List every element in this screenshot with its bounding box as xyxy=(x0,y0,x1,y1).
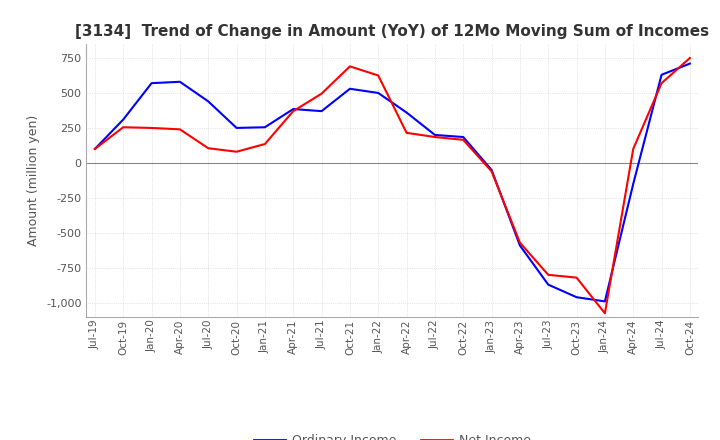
Net Income xyxy=(261,141,269,147)
Ordinary Income xyxy=(402,110,411,115)
Ordinary Income xyxy=(516,243,524,248)
Ordinary Income xyxy=(459,134,467,139)
Net Income xyxy=(346,64,354,69)
Ordinary Income xyxy=(572,294,581,300)
Net Income xyxy=(431,134,439,139)
Ordinary Income xyxy=(657,72,666,77)
Net Income xyxy=(176,127,184,132)
Ordinary Income xyxy=(204,99,212,104)
Ordinary Income xyxy=(374,90,382,95)
Ordinary Income xyxy=(600,299,609,304)
Net Income xyxy=(487,169,496,174)
Y-axis label: Amount (million yen): Amount (million yen) xyxy=(27,115,40,246)
Ordinary Income xyxy=(119,117,127,122)
Ordinary Income xyxy=(544,282,552,287)
Net Income xyxy=(572,275,581,280)
Ordinary Income xyxy=(261,125,269,130)
Net Income xyxy=(402,130,411,136)
Net Income xyxy=(544,272,552,278)
Ordinary Income xyxy=(91,146,99,151)
Title: [3134]  Trend of Change in Amount (YoY) of 12Mo Moving Sum of Incomes: [3134] Trend of Change in Amount (YoY) o… xyxy=(76,24,709,39)
Ordinary Income xyxy=(318,109,326,114)
Net Income xyxy=(516,240,524,245)
Line: Net Income: Net Income xyxy=(95,58,690,313)
Ordinary Income xyxy=(148,81,156,86)
Net Income xyxy=(148,125,156,131)
Net Income xyxy=(289,109,297,114)
Line: Ordinary Income: Ordinary Income xyxy=(95,64,690,301)
Net Income xyxy=(91,146,99,151)
Net Income xyxy=(629,146,637,151)
Net Income xyxy=(685,55,694,61)
Net Income xyxy=(374,73,382,78)
Legend: Ordinary Income, Net Income: Ordinary Income, Net Income xyxy=(249,429,536,440)
Net Income xyxy=(233,149,241,154)
Net Income xyxy=(204,146,212,151)
Ordinary Income xyxy=(487,167,496,172)
Ordinary Income xyxy=(233,125,241,131)
Ordinary Income xyxy=(629,181,637,187)
Ordinary Income xyxy=(431,132,439,138)
Ordinary Income xyxy=(176,79,184,84)
Net Income xyxy=(459,137,467,143)
Net Income xyxy=(119,125,127,130)
Ordinary Income xyxy=(346,86,354,92)
Net Income xyxy=(318,91,326,96)
Net Income xyxy=(600,311,609,316)
Ordinary Income xyxy=(685,61,694,66)
Ordinary Income xyxy=(289,106,297,112)
Net Income xyxy=(657,81,666,86)
